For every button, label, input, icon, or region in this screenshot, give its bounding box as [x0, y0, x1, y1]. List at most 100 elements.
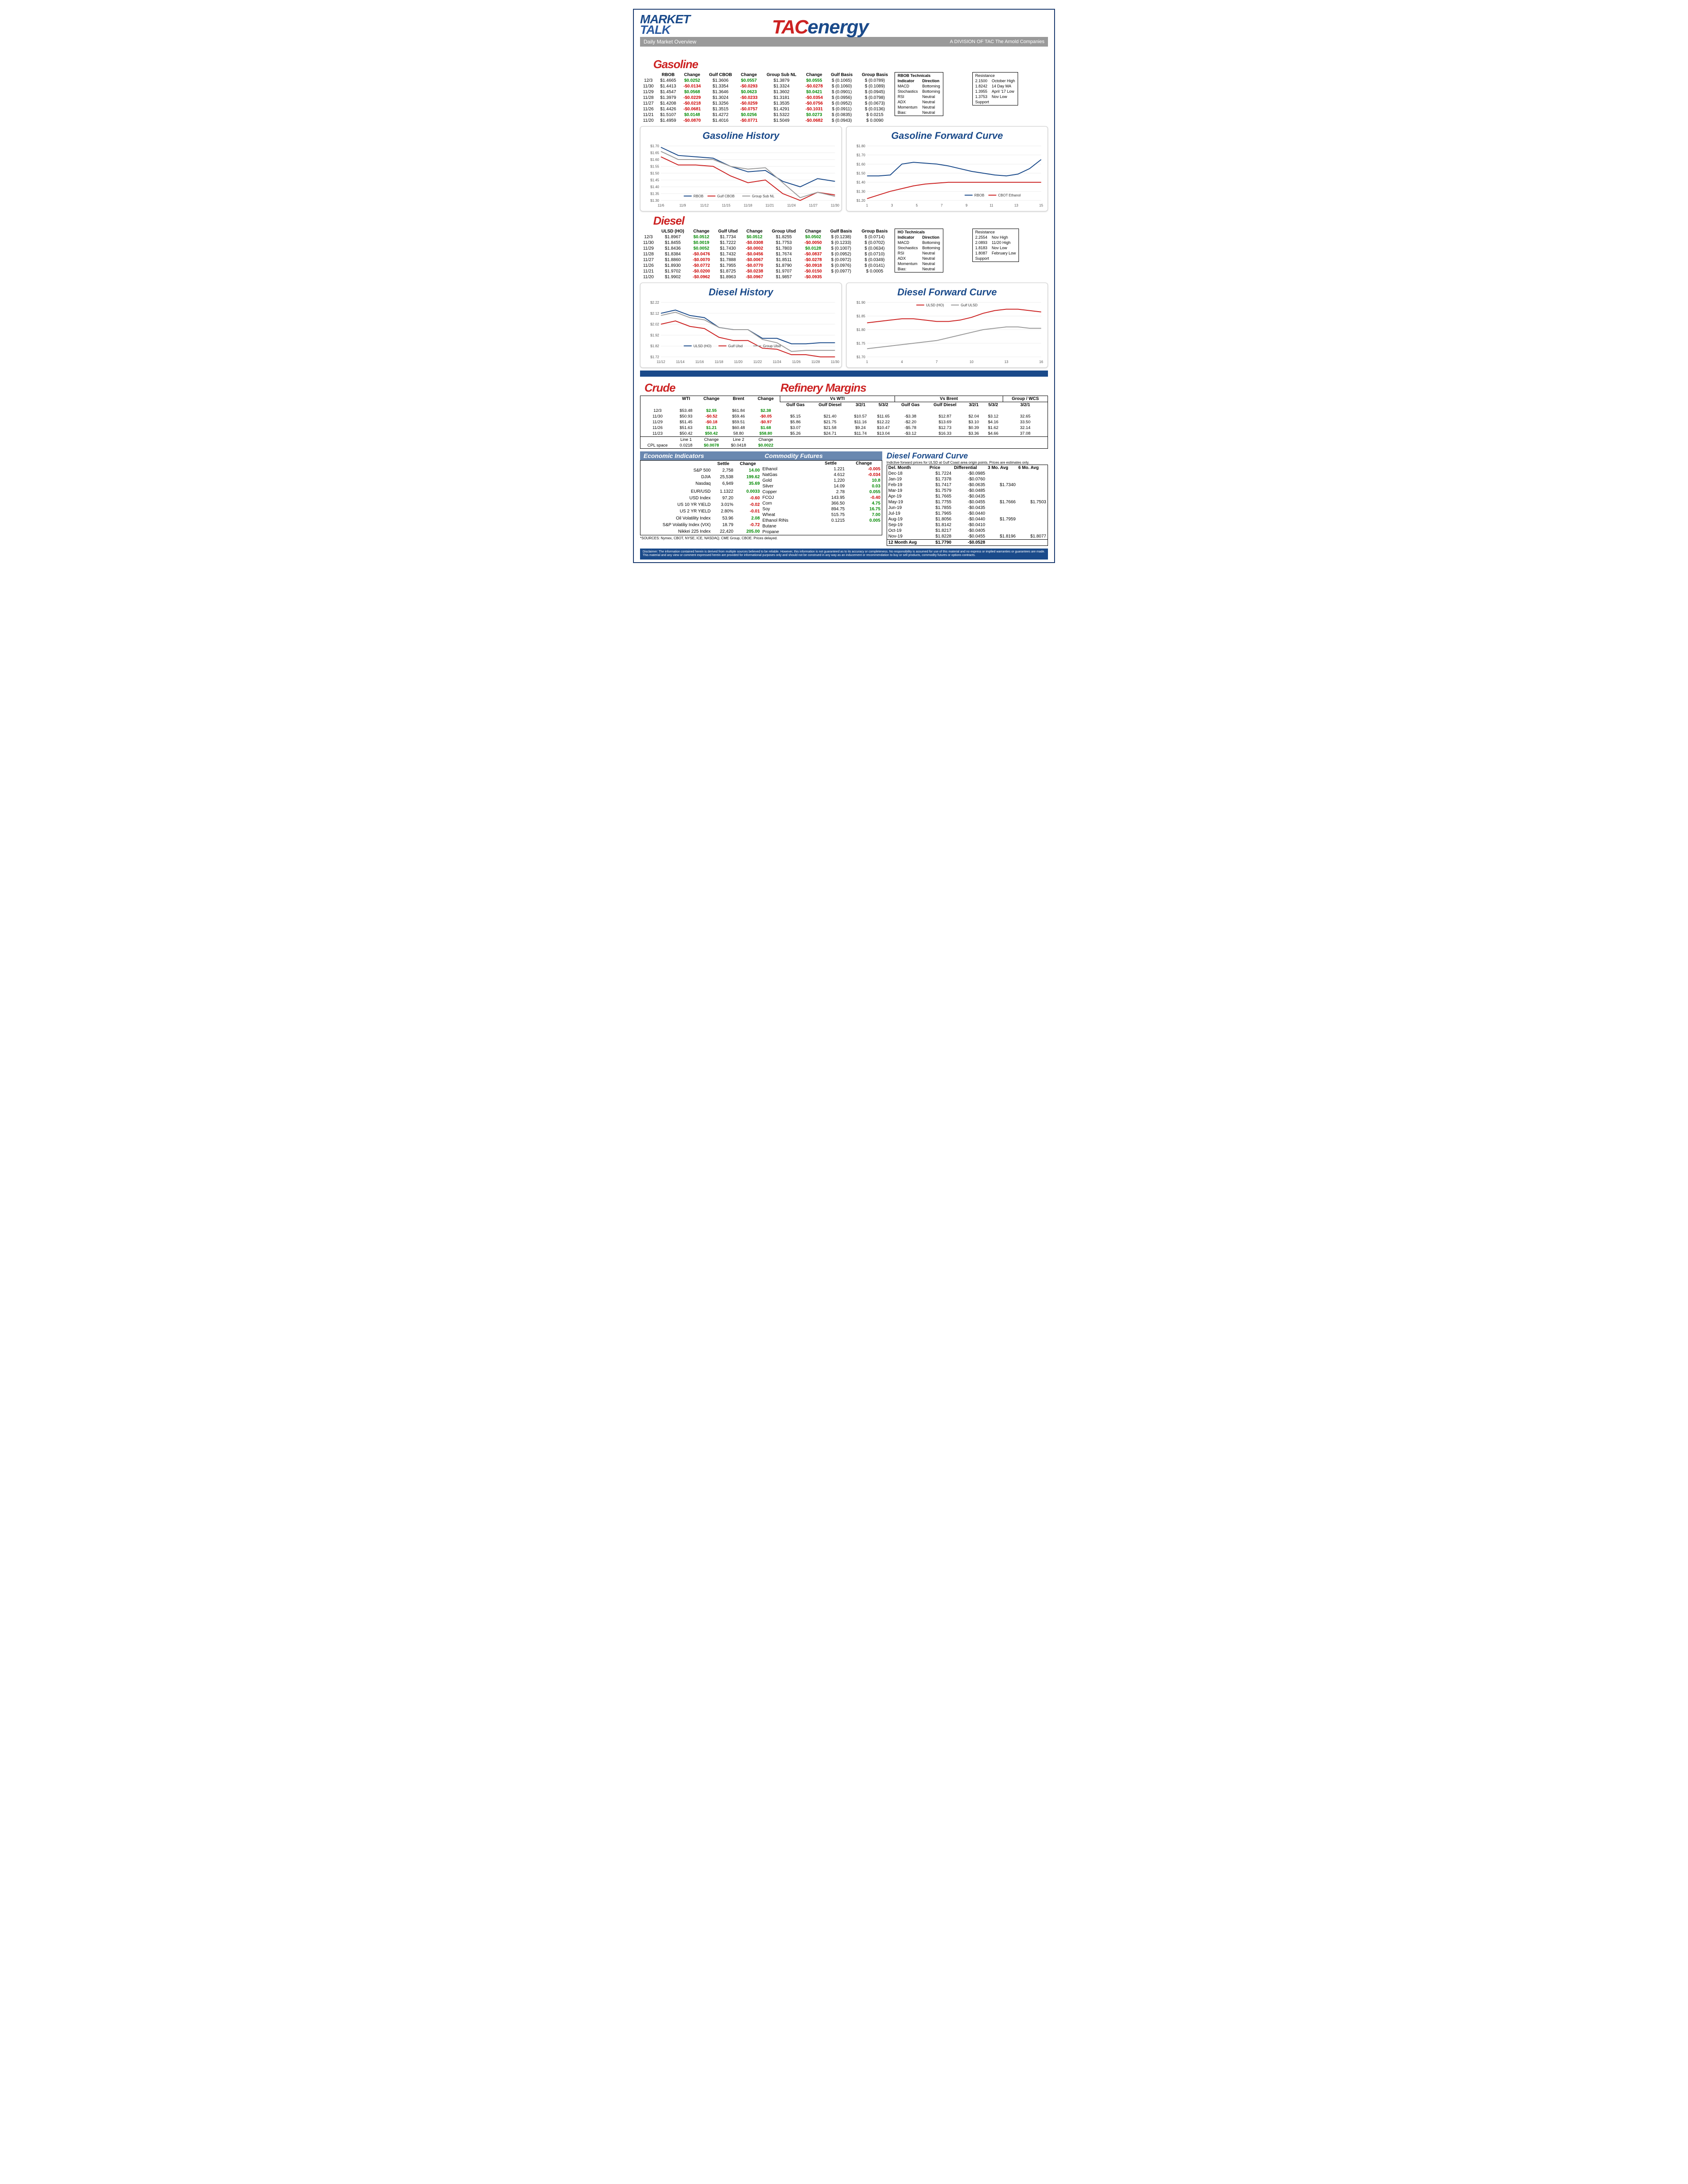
svg-text:5: 5 [916, 204, 918, 207]
diesel-table: ULSD (HO)ChangeGulf UlsdChangeGroup Ulsd… [640, 229, 893, 280]
svg-text:CBOT Ethanol: CBOT Ethanol [998, 193, 1021, 197]
svg-text:11/14: 11/14 [676, 360, 685, 364]
svg-text:$2.22: $2.22 [650, 301, 659, 305]
diesel-title: Diesel [653, 214, 1048, 228]
gasoline-history-chart: $1.30$1.35$1.40$1.45$1.50$1.55$1.60$1.65… [642, 143, 840, 209]
tac-energy-logo: TACenergy [772, 16, 868, 38]
sources-footnote: *SOURCES: Nymex, CBOT, NYSE, ICE, NASDAQ… [640, 536, 882, 540]
diesel-charts: Diesel History $1.72$1.82$1.92$2.02$2.12… [640, 283, 1048, 368]
svg-text:13: 13 [1014, 204, 1018, 207]
diesel-resistance: Resistance2.2554Nov High2.089311/20 High… [972, 229, 1019, 262]
svg-text:10: 10 [970, 360, 974, 364]
svg-text:Gulf Ulsd: Gulf Ulsd [728, 344, 743, 348]
svg-text:$1.50: $1.50 [856, 171, 866, 175]
econ-header: Economic Indicators [640, 451, 761, 460]
svg-text:$1.60: $1.60 [650, 158, 659, 162]
dfc-title: Diesel Forward Curve [887, 451, 1048, 461]
diesel-history-title: Diesel History [642, 287, 840, 298]
svg-text:11: 11 [990, 204, 993, 207]
svg-text:$1.30: $1.30 [856, 189, 866, 193]
svg-text:$1.82: $1.82 [650, 344, 659, 348]
svg-text:Group Ulsd: Group Ulsd [763, 344, 781, 348]
svg-text:11/20: 11/20 [734, 360, 743, 364]
diesel-section: ULSD (HO)ChangeGulf UlsdChangeGroup Ulsd… [640, 229, 1048, 280]
svg-text:$1.45: $1.45 [650, 178, 659, 182]
svg-text:$1.40: $1.40 [650, 185, 659, 189]
gasoline-charts: Gasoline History $1.30 $1.35 $1.40 $1.45 $1.… [640, 126, 1048, 211]
svg-text:$1.70: $1.70 [856, 153, 866, 157]
svg-text:11/6: 11/6 [658, 204, 665, 207]
svg-text:11/28: 11/28 [811, 360, 820, 364]
svg-text:4: 4 [901, 360, 903, 364]
svg-text:15: 15 [1039, 204, 1043, 207]
svg-text:$1.40: $1.40 [856, 181, 866, 185]
svg-text:$1.20: $1.20 [856, 199, 866, 203]
svg-text:Group Sub NL: Group Sub NL [752, 194, 775, 198]
svg-text:$1.70: $1.70 [856, 355, 866, 359]
svg-text:RBOB: RBOB [975, 193, 985, 197]
svg-text:1: 1 [866, 360, 868, 364]
svg-text:11/12: 11/12 [700, 204, 709, 207]
svg-text:ULSD (HO): ULSD (HO) [926, 303, 944, 307]
diesel-technicals: HO TechnicalsIndicatorDirectionMACDBotto… [895, 229, 943, 273]
svg-text:$1.35: $1.35 [650, 192, 659, 196]
svg-text:Gulf CBOB: Gulf CBOB [717, 194, 735, 198]
svg-text:11/12: 11/12 [657, 360, 666, 364]
logo-tac: TAC [772, 16, 808, 38]
crude-title: Crude [644, 381, 776, 395]
svg-text:$1.75: $1.75 [856, 342, 866, 345]
crude-refinery-table: WTIChangeBrentChangeVs WTIVs BrentGroup … [640, 396, 1048, 449]
svg-text:$1.85: $1.85 [856, 314, 866, 318]
svg-text:11/16: 11/16 [695, 360, 704, 364]
gasoline-forward-title: Gasoline Forward Curve [848, 130, 1046, 142]
crude-refinery-titles: Crude Refinery Margins [640, 379, 1048, 396]
svg-text:$2.12: $2.12 [650, 312, 659, 316]
diesel-forward-title: Diesel Forward Curve [848, 287, 1046, 298]
svg-text:7: 7 [941, 204, 943, 207]
svg-text:16: 16 [1039, 360, 1043, 364]
gasoline-table: RBOBChangeGulf CBOBChangeGroup Sub NLCha… [640, 72, 893, 124]
gasoline-forward-panel: Gasoline Forward Curve $1.20 $1.30 $1.40 $1… [846, 126, 1048, 211]
gasoline-section: RBOBChangeGulf CBOBChangeGroup Sub NLCha… [640, 72, 1048, 124]
svg-text:$1.80: $1.80 [856, 144, 866, 148]
svg-text:$1.90: $1.90 [856, 301, 866, 305]
svg-text:ULSD (HO): ULSD (HO) [694, 344, 712, 348]
diesel-forward-chart: $1.70 $1.75 $1.80 $1.85 $1.90 1 4 7 10 13 16 ULSD (… [848, 300, 1046, 366]
svg-text:11/30: 11/30 [831, 360, 840, 364]
logo-energy: energy [808, 16, 868, 38]
svg-text:11/18: 11/18 [744, 204, 753, 207]
diesel-forward-panel: Diesel Forward Curve $1.70 $1.75 $1.80 $1.8… [846, 283, 1048, 368]
svg-text:11/22: 11/22 [753, 360, 762, 364]
commodity-table: SettleChangeEthanol1.221-0.005NatGas4.61… [761, 461, 881, 535]
diesel-history-chart: $1.72$1.82$1.92$2.02$2.12$2.2211/1211/14… [642, 300, 840, 366]
econ-commodity-col: Economic Indicators Commodity Futures Se… [640, 451, 882, 546]
svg-text:11/24: 11/24 [787, 204, 796, 207]
refinery-title: Refinery Margins [780, 381, 1048, 395]
svg-text:13: 13 [1004, 360, 1008, 364]
svg-text:$1.80: $1.80 [856, 328, 866, 332]
svg-text:$1.60: $1.60 [856, 162, 866, 166]
gasoline-title: Gasoline [653, 58, 1048, 71]
svg-text:11/15: 11/15 [722, 204, 731, 207]
svg-text:$1.50: $1.50 [650, 171, 659, 175]
svg-text:Gulf ULSD: Gulf ULSD [961, 303, 978, 307]
svg-text:$2.02: $2.02 [650, 323, 659, 327]
dfc-subtitle: Indictive forward prices for ULSD at Gul… [887, 461, 1048, 465]
svg-text:7: 7 [936, 360, 938, 364]
svg-text:$1.65: $1.65 [650, 151, 659, 155]
svg-text:11/27: 11/27 [809, 204, 818, 207]
svg-text:11/24: 11/24 [773, 360, 782, 364]
dfc-col: Diesel Forward Curve Indictive forward p… [887, 451, 1048, 546]
commodity-header: Commodity Futures [761, 451, 882, 460]
svg-text:11/21: 11/21 [765, 204, 774, 207]
svg-text:11/26: 11/26 [792, 360, 801, 364]
header: MARKET TALK TACenergy Daily Market Overv… [640, 14, 1048, 56]
disclaimer: Disclaimer: The information contained he… [640, 549, 1048, 560]
diesel-history-panel: Diesel History $1.72$1.82$1.92$2.02$2.12… [640, 283, 842, 368]
svg-text:9: 9 [966, 204, 968, 207]
page-container: MARKET TALK TACenergy Daily Market Overv… [633, 9, 1055, 563]
svg-text:3: 3 [891, 204, 893, 207]
divider-blue [640, 371, 1048, 377]
gasoline-history-title: Gasoline History [642, 130, 840, 142]
econ-table: SettleChangeS&P 5002,75814.00DJIA25,5381… [640, 461, 761, 535]
